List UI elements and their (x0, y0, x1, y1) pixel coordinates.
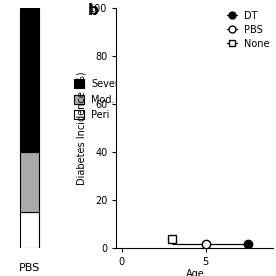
Legend: DT, PBS, None: DT, PBS, None (227, 11, 270, 49)
Bar (20, 213, 39, 248)
Legend: Severe, Mod., Peri: Severe, Mod., Peri (74, 79, 125, 120)
X-axis label: Age: Age (185, 269, 204, 276)
Bar (20, 8, 39, 152)
Text: b: b (88, 4, 99, 18)
Text: PBS: PBS (19, 263, 40, 273)
Bar (20, 152, 39, 213)
Y-axis label: Diabetes Incidence (%): Diabetes Incidence (%) (76, 71, 86, 185)
